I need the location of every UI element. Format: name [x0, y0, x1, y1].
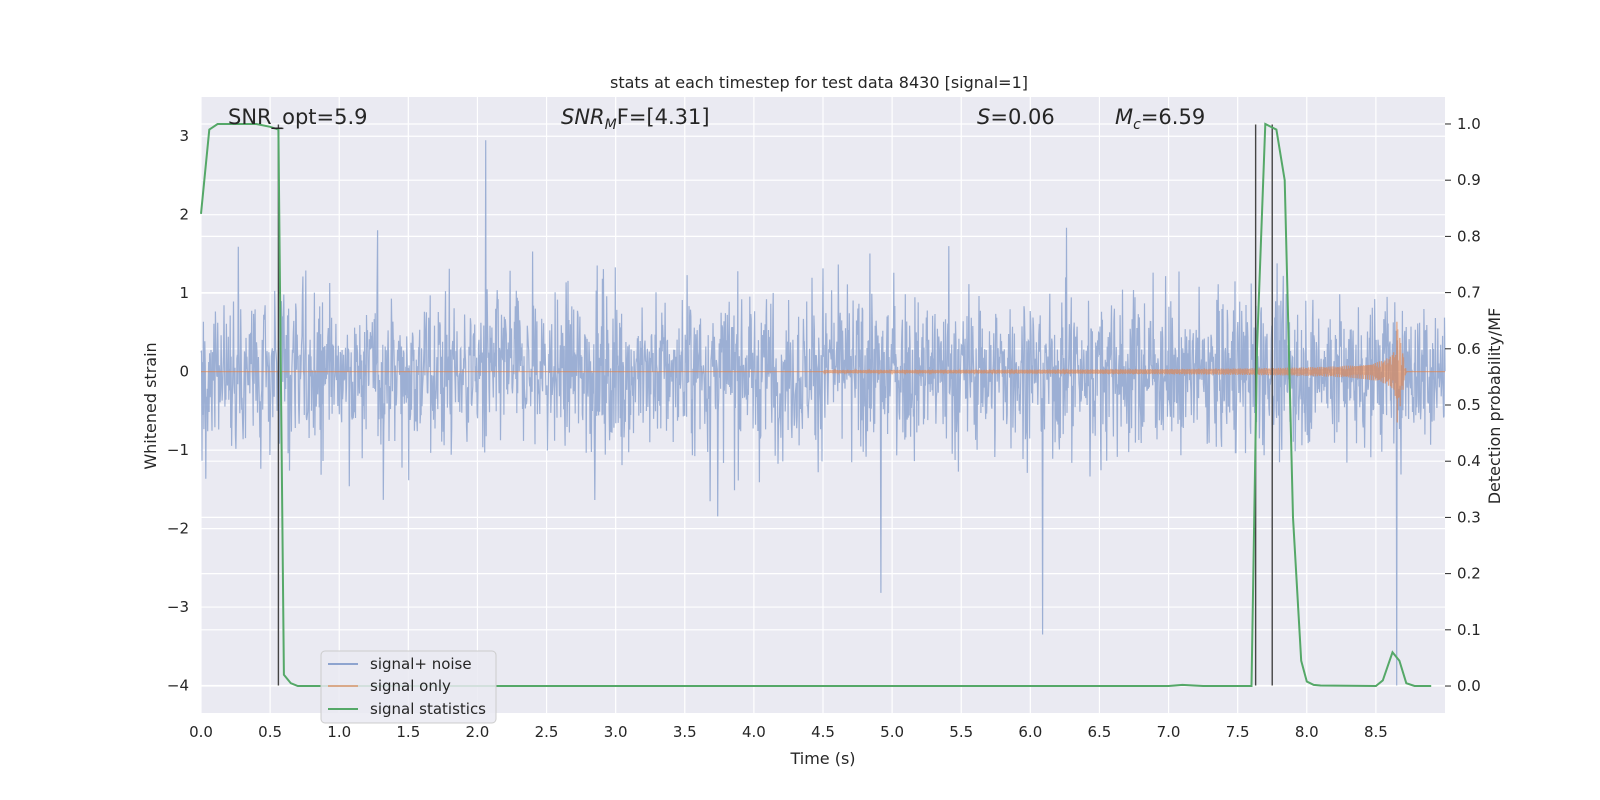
x-tick-label: 8.5: [1364, 723, 1388, 741]
series-signal-plus-noise: [200, 140, 1446, 686]
signal-statistics-line: [200, 122, 1432, 688]
legend-label-signal-statistics: signal statistics: [370, 700, 486, 718]
x-tick-label: 6.0: [1018, 723, 1042, 741]
mc-sub: c: [1133, 117, 1141, 133]
y-right-tick-label: 0.5: [1457, 396, 1481, 414]
series-signal-only: [201, 321, 1445, 423]
x-tick-label: 6.5: [1088, 723, 1112, 741]
y-right-tick-label: 0.7: [1457, 284, 1481, 302]
series-signal-statistics: [200, 122, 1432, 688]
x-axis-label: Time (s): [789, 749, 855, 768]
y-right-tick-label: 0.8: [1457, 227, 1481, 245]
x-tick-label: 2.0: [466, 723, 490, 741]
y-left-axis-ticks: −4 −3 −2 −1 0 1 2 3: [167, 127, 189, 694]
grid: [200, 97, 1445, 713]
y-right-axis-ticks: 0.0 0.1 0.2 0.3 0.4 0.5 0.6 0.7 0.8 0.9 1.0: [1445, 115, 1481, 695]
y-right-tick-label: 0.0: [1457, 677, 1481, 695]
snr-mf-rest: F=[4.31]: [617, 105, 710, 129]
x-tick-label: 5.5: [949, 723, 973, 741]
x-tick-label: 2.5: [535, 723, 559, 741]
y-left-tick-label: 3: [179, 127, 189, 145]
signal-plus-noise-line: [200, 140, 1446, 686]
y-left-tick-label: 1: [179, 284, 189, 302]
y-left-tick-label: −4: [167, 677, 189, 695]
x-tick-label: 7.5: [1226, 723, 1250, 741]
legend-label-signal-only: signal only: [370, 677, 451, 695]
legend: signal+ noise signal only signal statist…: [320, 650, 497, 724]
mc-label: M: [1115, 105, 1133, 129]
signal-only-line: [201, 321, 1445, 423]
mc-rest: =6.59: [1141, 105, 1205, 129]
s-rest: =0.06: [990, 105, 1054, 129]
x-tick-label: 0.0: [189, 723, 213, 741]
y-right-tick-label: 0.4: [1457, 452, 1481, 470]
y-left-tick-label: −3: [167, 598, 189, 616]
y-left-tick-label: −2: [167, 520, 189, 538]
x-axis-ticks: 0.0 0.5 1.0 1.5 2.0 2.5 3.0 3.5 4.0 4.5 5.0 5.5 6.0 6…: [189, 723, 1388, 741]
s-label: S: [977, 105, 990, 129]
snr-opt-annotation: SNR_opt=5.9: [228, 105, 368, 130]
snr-mf-label: SNR: [561, 105, 605, 129]
legend-box: [320, 650, 497, 724]
x-tick-label: 1.0: [327, 723, 351, 741]
y-left-tick-label: 0: [179, 363, 189, 381]
y-left-tick-label: 2: [179, 206, 189, 224]
legend-label-signal-plus-noise: signal+ noise: [370, 655, 472, 673]
x-tick-label: 5.0: [880, 723, 904, 741]
y-right-tick-label: 1.0: [1457, 115, 1481, 133]
x-tick-label: 7.0: [1157, 723, 1181, 741]
x-tick-label: 4.5: [811, 723, 835, 741]
snr-mf-annotation: SNRMF=[4.31]: [561, 105, 710, 133]
y-right-tick-label: 0.1: [1457, 621, 1481, 639]
y-right-axis-label: Detection probability/MF: [1485, 308, 1504, 505]
x-tick-label: 8.0: [1295, 723, 1319, 741]
y-left-tick-label: −1: [167, 441, 189, 459]
x-tick-label: 3.5: [673, 723, 697, 741]
x-tick-label: 3.0: [604, 723, 628, 741]
x-tick-label: 0.5: [258, 723, 282, 741]
mc-annotation: Mc=6.59: [1115, 105, 1205, 133]
y-right-tick-label: 0.2: [1457, 565, 1481, 583]
chart-title: stats at each timestep for test data 843…: [610, 73, 1028, 92]
y-right-tick-label: 0.9: [1457, 171, 1481, 189]
snr-mf-sub: M: [605, 117, 617, 133]
y-right-tick-label: 0.6: [1457, 340, 1481, 358]
y-right-tick-label: 0.3: [1457, 508, 1481, 526]
s-annotation: S=0.06: [977, 105, 1055, 129]
x-tick-label: 4.0: [742, 723, 766, 741]
annotations: SNR_opt=5.9 SNRMF=[4.31] S=0.06 Mc=6.59: [228, 105, 1205, 133]
x-tick-label: 1.5: [396, 723, 420, 741]
y-left-axis-label: Whitened strain: [141, 342, 160, 469]
